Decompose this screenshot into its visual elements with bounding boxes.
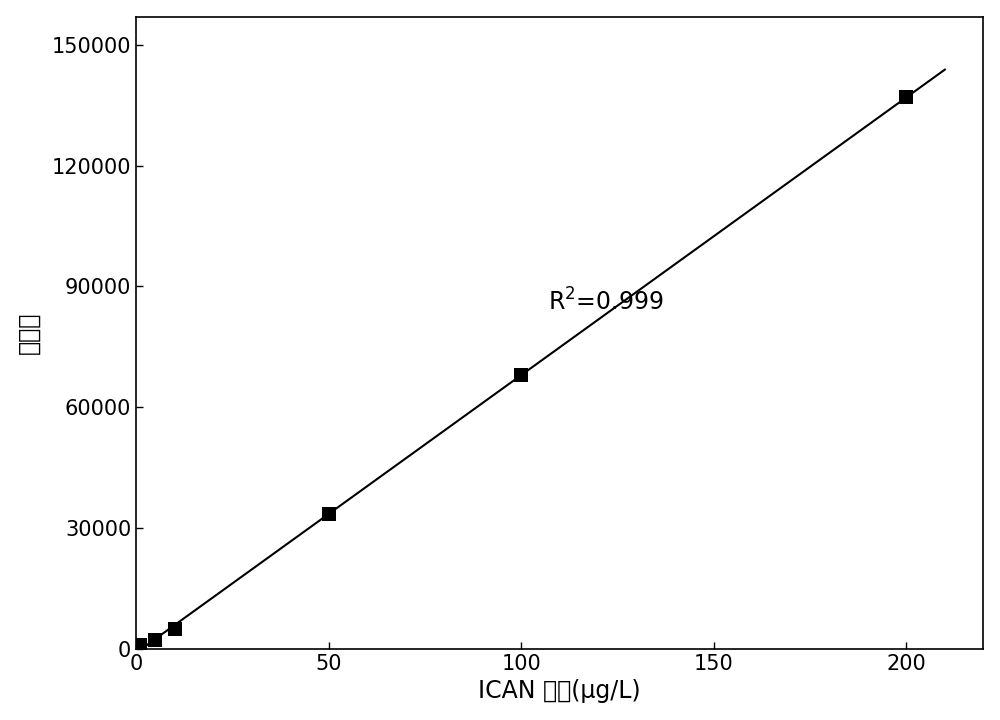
Point bbox=[898, 91, 914, 103]
Point bbox=[132, 639, 148, 651]
Point bbox=[321, 508, 337, 520]
Y-axis label: 峰面积: 峰面积 bbox=[17, 312, 41, 354]
Point bbox=[147, 634, 163, 646]
Point bbox=[167, 623, 183, 634]
X-axis label: ICAN 浓度(μg/L): ICAN 浓度(μg/L) bbox=[478, 680, 641, 703]
Text: R$^2$=0.999: R$^2$=0.999 bbox=[548, 289, 664, 315]
Point bbox=[513, 369, 529, 381]
